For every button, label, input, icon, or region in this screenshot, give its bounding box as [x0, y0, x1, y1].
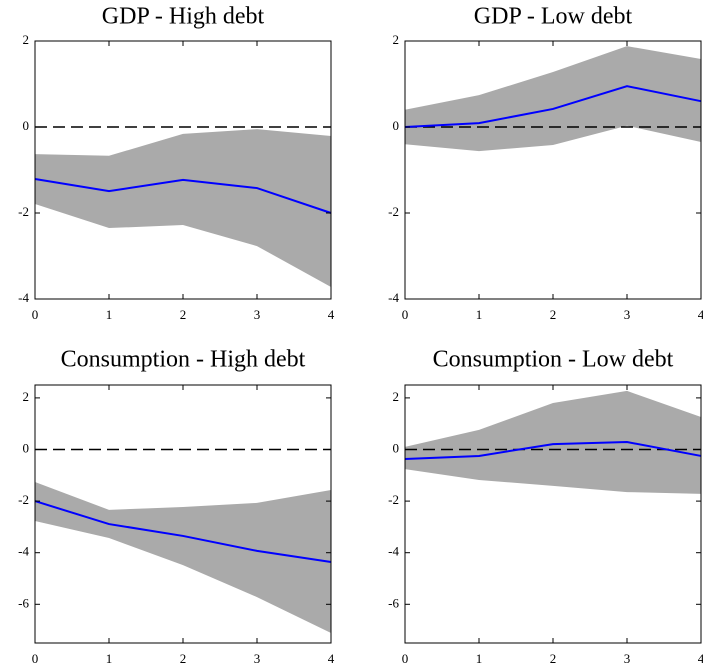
y-tick-label: 2	[23, 389, 30, 404]
y-tick-label: 0	[23, 118, 30, 133]
chart-title: Consumption - Low debt	[433, 347, 674, 373]
panel: -6 -4 -2 0 2 0 1 2 3 4 Consumption - Low debt	[388, 347, 703, 666]
y-tick-label: 0	[393, 118, 400, 133]
x-tick-label: 4	[698, 307, 703, 322]
y-tick-label: -2	[388, 492, 399, 507]
confidence-band	[35, 129, 331, 287]
response-line	[34, 500, 332, 563]
x-tick-label: 0	[402, 307, 409, 322]
x-tick-label: 2	[550, 651, 557, 666]
y-tick-label: -6	[18, 595, 29, 610]
chart-title: GDP - High debt	[102, 4, 265, 30]
x-tick-label: 1	[476, 307, 483, 322]
x-tick-label: 3	[254, 307, 261, 322]
response-line	[34, 178, 332, 214]
x-tick-label: 3	[254, 651, 261, 666]
y-tick-label: 2	[393, 32, 400, 47]
x-tick-label: 2	[180, 307, 187, 322]
x-tick-label: 1	[106, 307, 113, 322]
x-tick-label: 0	[32, 651, 39, 666]
y-tick-label: 0	[23, 440, 30, 455]
y-tick-label: -4	[388, 290, 399, 305]
y-tick-label: 2	[393, 389, 400, 404]
y-tick-label: -4	[388, 544, 399, 559]
chart-title: GDP - Low debt	[474, 4, 633, 30]
x-tick-label: 0	[402, 651, 409, 666]
y-tick-label: 2	[23, 32, 30, 47]
x-tick-label: 4	[328, 307, 335, 322]
x-tick-label: 1	[476, 651, 483, 666]
y-tick-label: -6	[388, 595, 399, 610]
x-tick-label: 3	[624, 307, 631, 322]
confidence-band	[35, 482, 331, 633]
confidence-band	[405, 390, 701, 494]
response-line	[404, 441, 702, 461]
y-tick-label: -2	[388, 204, 399, 219]
x-tick-label: 1	[106, 651, 113, 666]
x-tick-label: 0	[32, 307, 39, 322]
confidence-band	[405, 46, 701, 152]
x-tick-label: 2	[550, 307, 557, 322]
panel: -6 -4 -2 0 2 0 1 2 3 4 Consumption - High debt	[18, 347, 335, 666]
y-tick-label: 0	[393, 440, 400, 455]
panel: -4 -2 0 2 0 1 2 3 4 GDP - High debt	[18, 4, 335, 322]
response-line	[404, 85, 702, 128]
y-tick-label: -4	[18, 544, 29, 559]
y-tick-label: -4	[18, 290, 29, 305]
x-tick-label: 4	[328, 651, 335, 666]
panel: -4 -2 0 2 0 1 2 3 4 GDP - Low debt	[388, 4, 703, 322]
x-tick-label: 2	[180, 651, 187, 666]
y-tick-label: -2	[18, 204, 29, 219]
y-tick-label: -2	[18, 492, 29, 507]
x-tick-label: 3	[624, 651, 631, 666]
x-tick-label: 4	[698, 651, 703, 666]
chart-title: Consumption - High debt	[61, 347, 306, 373]
